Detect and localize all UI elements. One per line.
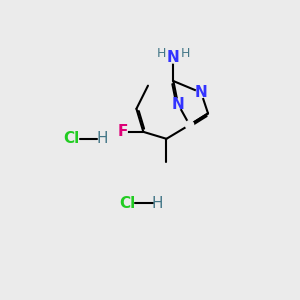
- Text: Cl: Cl: [64, 131, 80, 146]
- Text: H: H: [96, 131, 107, 146]
- Circle shape: [173, 99, 183, 109]
- Text: F: F: [117, 124, 128, 140]
- Circle shape: [118, 128, 127, 136]
- Text: N: N: [195, 85, 208, 100]
- Circle shape: [168, 53, 178, 63]
- Circle shape: [185, 121, 194, 129]
- Text: H: H: [152, 196, 163, 211]
- Text: Cl: Cl: [119, 196, 135, 211]
- Text: H: H: [181, 47, 190, 60]
- Text: H: H: [157, 47, 166, 60]
- Circle shape: [118, 127, 127, 136]
- Text: N: N: [172, 97, 184, 112]
- Text: N: N: [167, 50, 180, 65]
- Circle shape: [196, 88, 206, 98]
